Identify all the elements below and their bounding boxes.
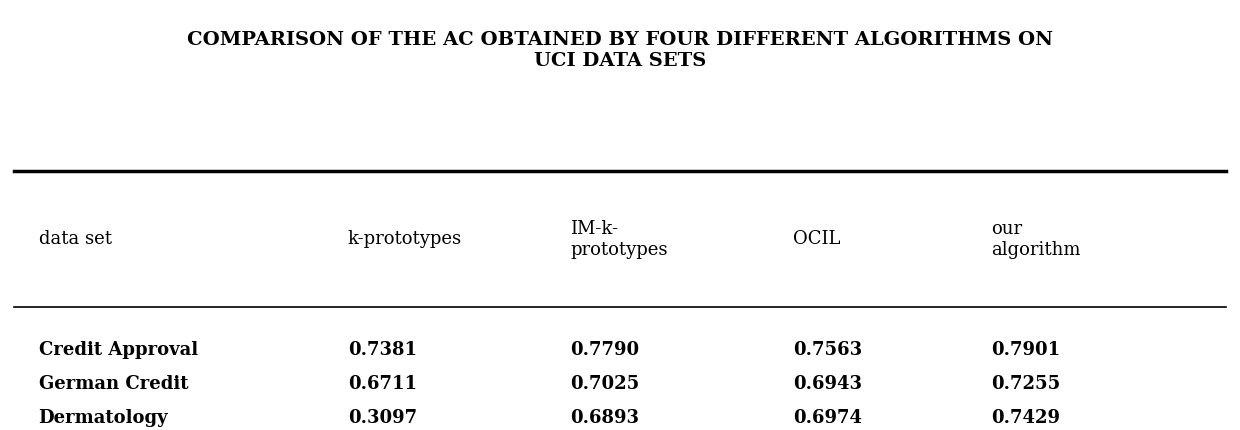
Text: 0.6893: 0.6893 [570, 409, 640, 427]
Text: 0.7255: 0.7255 [991, 375, 1060, 393]
Text: 0.7381: 0.7381 [347, 341, 417, 359]
Text: 0.7790: 0.7790 [570, 341, 640, 359]
Text: COMPARISON OF THE AC OBTAINED BY FOUR DIFFERENT ALGORITHMS ON
UCI DATA SETS: COMPARISON OF THE AC OBTAINED BY FOUR DI… [187, 31, 1053, 70]
Text: 0.6943: 0.6943 [794, 375, 862, 393]
Text: 0.6711: 0.6711 [347, 375, 417, 393]
Text: data set: data set [38, 230, 112, 248]
Text: 0.7563: 0.7563 [794, 341, 862, 359]
Text: 0.3097: 0.3097 [347, 409, 417, 427]
Text: OCIL: OCIL [794, 230, 841, 248]
Text: German Credit: German Credit [38, 375, 188, 393]
Text: k-prototypes: k-prototypes [347, 230, 463, 248]
Text: Dermatology: Dermatology [38, 409, 169, 427]
Text: 0.7429: 0.7429 [991, 409, 1060, 427]
Text: IM-k-
prototypes: IM-k- prototypes [570, 220, 668, 259]
Text: our
algorithm: our algorithm [991, 220, 1081, 259]
Text: Credit Approval: Credit Approval [38, 341, 197, 359]
Text: 0.7025: 0.7025 [570, 375, 640, 393]
Text: 0.7901: 0.7901 [991, 341, 1060, 359]
Text: 0.6974: 0.6974 [794, 409, 862, 427]
